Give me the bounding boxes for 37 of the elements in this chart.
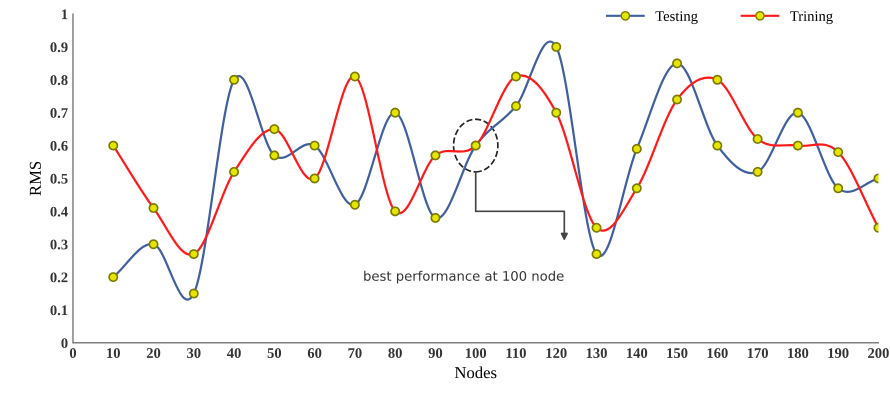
x-tick-label: 50 — [268, 348, 282, 358]
x-tick-label: 70 — [348, 348, 362, 358]
y-tick-label: 0.9 — [50, 42, 68, 52]
x-axis-title: Nodes — [454, 366, 496, 378]
x-tick-label: 130 — [586, 348, 607, 358]
x-tick-label: 170 — [748, 348, 768, 358]
y-tick-label: 0.2 — [50, 272, 68, 282]
x-tick-label: 190 — [828, 348, 849, 358]
x-tick-label: 160 — [708, 348, 728, 358]
x-tick-label: 200 — [868, 348, 889, 358]
x-tick-label: 0 — [70, 348, 76, 358]
x-tick-label: 80 — [388, 348, 402, 358]
y-tick-label: 0.5 — [50, 174, 68, 184]
x-tick-label: 30 — [187, 348, 201, 358]
y-tick-label: 1 — [62, 9, 68, 20]
y-tick-label: 0.1 — [50, 305, 68, 316]
annotation: best performance at 100 node — [364, 270, 564, 284]
y-tick-label: 0.7 — [50, 108, 68, 118]
y-tick-label: 0.4 — [50, 206, 68, 217]
y-tick-label: 0 — [61, 338, 68, 348]
x-tick-label: 120 — [546, 348, 567, 358]
legend-label: Trining — [790, 11, 833, 24]
y-tick-label: 0.6 — [50, 140, 68, 151]
x-tick-label: 150 — [667, 348, 688, 358]
x-tick-label: 140 — [627, 348, 648, 358]
y-axis-title: RMS — [30, 162, 41, 196]
legend-label: Testing — [656, 11, 698, 24]
y-tick-label: 0.3 — [50, 240, 68, 250]
x-tick-label: 40 — [226, 348, 241, 358]
y-tick-label: 0.8 — [50, 75, 68, 86]
x-tick-label: 90 — [428, 348, 442, 358]
x-tick-label: 20 — [146, 348, 160, 358]
x-tick-label: 60 — [308, 348, 322, 358]
x-tick-label: 180 — [788, 348, 808, 358]
x-tick-label: 110 — [506, 348, 526, 358]
x-tick-label: 10 — [107, 348, 120, 358]
x-tick-label: 100 — [466, 348, 486, 358]
